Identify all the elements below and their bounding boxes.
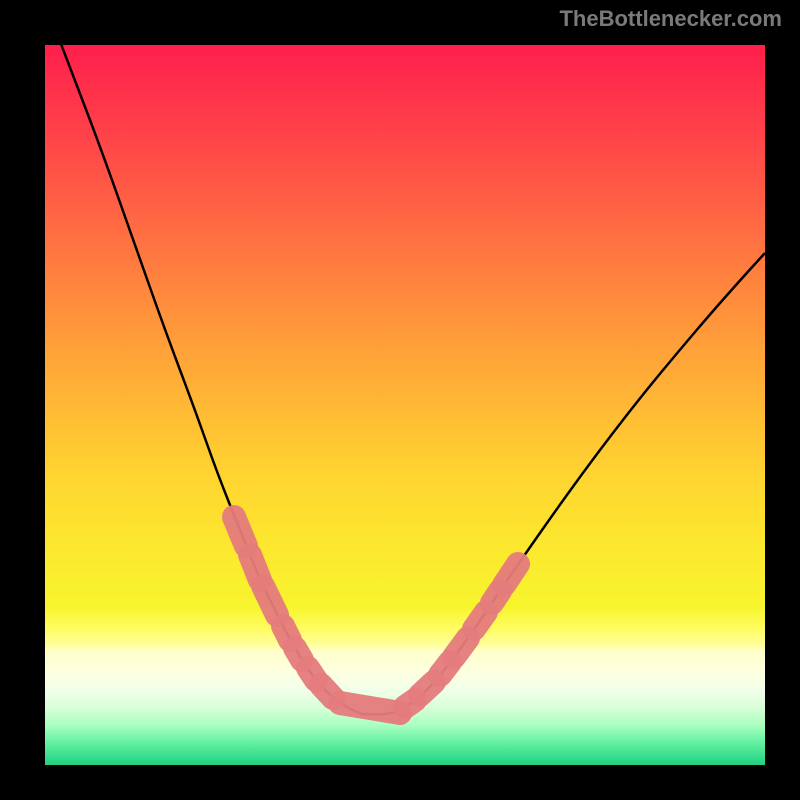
watermark-text: TheBottlenecker.com [559,6,782,32]
chart-container: TheBottlenecker.com [0,0,800,800]
heatmap-gradient-background [45,45,765,765]
plot-area [45,45,765,765]
